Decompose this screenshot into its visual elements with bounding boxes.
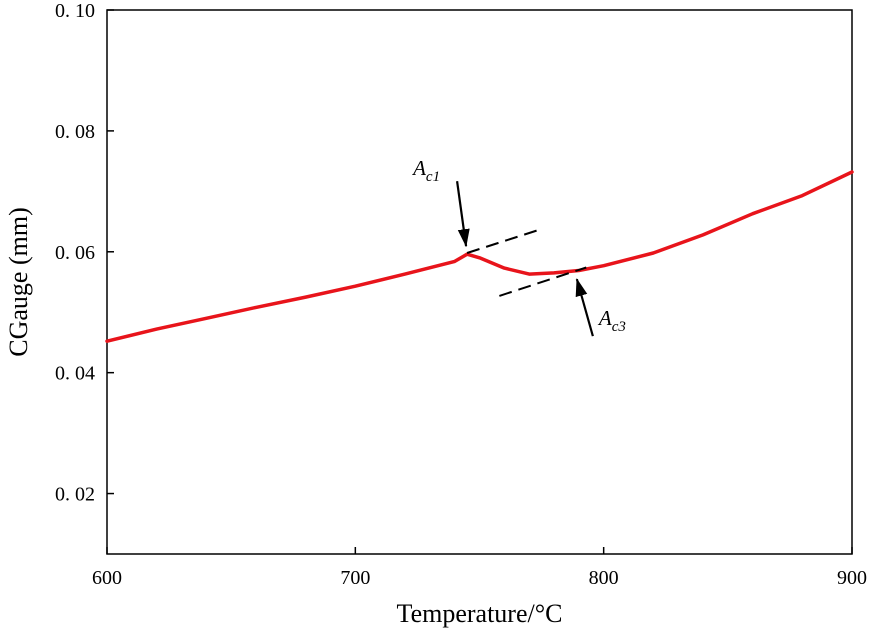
y-axis-label: CGauge (mm) xyxy=(4,207,33,356)
series-layer xyxy=(105,170,854,343)
ac3-label: Ac3 xyxy=(597,306,626,335)
axes xyxy=(106,9,853,555)
y-tick-label: 0. 04 xyxy=(55,363,95,385)
y-tick-label: 0. 06 xyxy=(55,242,95,264)
x-tick-label: 800 xyxy=(589,567,619,589)
y-tick-label: 0. 02 xyxy=(55,484,95,506)
y-tick-label: 0. 10 xyxy=(55,0,95,22)
ac1-label: Ac1 xyxy=(411,156,440,185)
ticks: 600 700 800 900 0. 02 0. 04 0. 06 0. 08 0. 10 xyxy=(55,0,867,589)
x-axis-label: Temperature/°C xyxy=(397,599,563,628)
ac1-arrow xyxy=(455,181,470,248)
annotation-layer: Ac1 Ac3 xyxy=(411,156,626,337)
x-tick-label: 700 xyxy=(340,567,370,589)
tangent-line xyxy=(499,266,587,297)
ac3-arrow xyxy=(575,278,594,337)
x-tick-label: 900 xyxy=(837,567,867,589)
plot-frame xyxy=(106,9,853,555)
series-line xyxy=(105,170,854,343)
x-tick-label: 600 xyxy=(92,567,122,589)
tangent-line xyxy=(466,229,537,254)
y-tick-label: 0. 08 xyxy=(55,121,95,143)
